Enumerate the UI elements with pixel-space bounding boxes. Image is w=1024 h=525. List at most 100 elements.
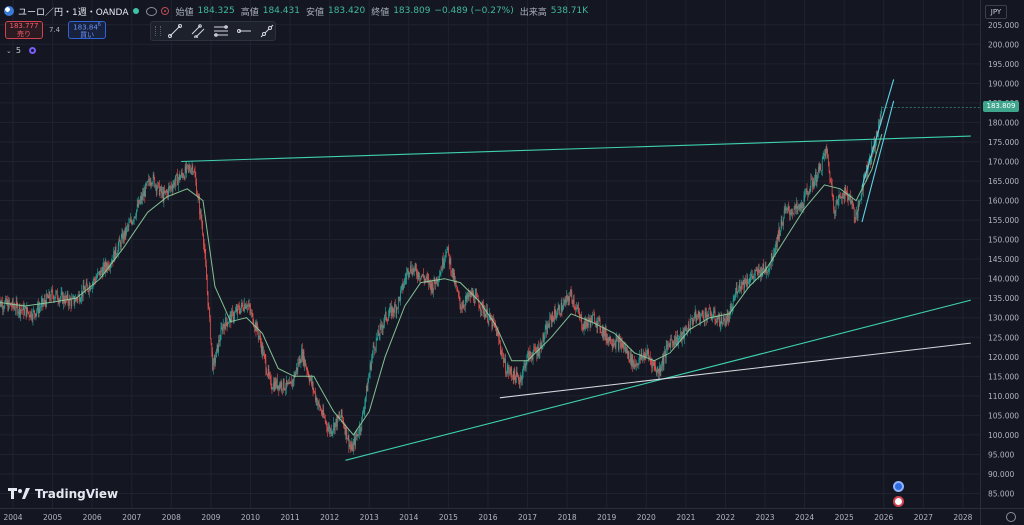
candle-body xyxy=(741,281,743,285)
trend-line-icon[interactable] xyxy=(167,23,184,39)
candle-body xyxy=(334,423,335,431)
candle-body xyxy=(468,295,470,298)
candle-body xyxy=(288,383,290,384)
candle-body xyxy=(750,277,752,279)
earnings-marker-icon[interactable] xyxy=(893,496,904,507)
horizontal-ray-icon[interactable] xyxy=(235,23,252,39)
eye-icon[interactable] xyxy=(146,6,158,16)
indicator-settings-icon[interactable] xyxy=(28,47,36,54)
candle-body xyxy=(173,181,175,186)
high-label: 高値 xyxy=(240,7,259,18)
candle-body xyxy=(107,263,108,270)
drag-handle[interactable] xyxy=(155,26,161,36)
candle-body xyxy=(25,306,27,317)
candle-body xyxy=(475,293,477,295)
candle-body xyxy=(331,432,333,434)
candle-body xyxy=(182,174,184,178)
candle-body xyxy=(40,307,41,308)
candle-body xyxy=(662,358,663,367)
x-tick-label: 2026 xyxy=(874,513,893,522)
currency-label[interactable]: JPY xyxy=(985,5,1007,19)
candle-body xyxy=(745,278,746,284)
candle-body xyxy=(171,186,172,189)
y-tick-label: 105.000 xyxy=(988,411,1019,420)
tradingview-logo[interactable]: TradingView xyxy=(8,487,118,501)
candle-body xyxy=(132,221,134,225)
candle-body xyxy=(598,317,599,319)
candle-body xyxy=(422,274,424,276)
low-label: 安値 xyxy=(305,7,324,18)
candle-body xyxy=(594,314,596,324)
event-marker-icon[interactable] xyxy=(893,481,904,492)
candle-body xyxy=(404,278,406,280)
candle-body xyxy=(21,309,22,311)
candle-body xyxy=(663,355,665,365)
candle-body xyxy=(343,425,345,428)
candle-body xyxy=(204,248,206,254)
candle-body xyxy=(700,314,702,316)
candle-body xyxy=(801,202,803,208)
candle-body xyxy=(551,315,553,322)
candle-body xyxy=(620,342,622,348)
candle-body xyxy=(628,351,630,360)
candle-body xyxy=(404,279,405,286)
candle-body xyxy=(763,263,764,270)
gear-icon[interactable] xyxy=(1006,512,1016,522)
candle-body xyxy=(17,304,19,314)
chevron-down-icon[interactable]: ⌄ xyxy=(6,46,12,55)
candle-body xyxy=(81,290,83,299)
candle-body xyxy=(290,381,292,384)
candle-body xyxy=(233,317,235,320)
high-value: 184.431 xyxy=(262,6,300,16)
candle-body xyxy=(458,291,459,296)
candle-body xyxy=(342,416,344,420)
candle-body xyxy=(137,203,139,207)
candle-body xyxy=(517,375,519,376)
candle-body xyxy=(768,269,770,270)
parallel-channel-icon[interactable] xyxy=(190,23,207,39)
symbol-title[interactable]: ユーロ／円・1週・OANDA xyxy=(18,7,129,18)
record-icon[interactable] xyxy=(161,7,170,15)
candle-body xyxy=(327,428,329,431)
candle-body xyxy=(193,171,194,173)
candle-body xyxy=(240,308,242,314)
candle-body xyxy=(77,295,79,300)
fib-icon[interactable] xyxy=(212,23,229,39)
change-value: −0.489 (−0.27%) xyxy=(434,6,514,16)
candle-body xyxy=(618,338,620,350)
candle-body xyxy=(53,298,55,300)
candle-body xyxy=(703,319,705,321)
candle-body xyxy=(46,294,47,307)
candle-body xyxy=(201,220,203,226)
y-tick-label: 165.000 xyxy=(988,177,1019,186)
candle-body xyxy=(727,314,729,317)
buy-price: 183.84 xyxy=(73,23,98,32)
candle-body xyxy=(263,352,264,356)
candle-body xyxy=(367,381,369,392)
extended-line-icon[interactable] xyxy=(258,23,275,39)
candle-body xyxy=(553,309,555,322)
buy-button[interactable]: 183.846 買い xyxy=(68,21,107,39)
candle-body xyxy=(228,322,229,324)
candle-body xyxy=(609,336,611,342)
open-value: 184.325 xyxy=(197,6,235,16)
candle-body xyxy=(675,335,676,345)
candle-body xyxy=(823,155,825,157)
indicator-toggle[interactable]: ⌄ 5 xyxy=(6,46,36,55)
candle-body xyxy=(499,342,501,349)
candle-body xyxy=(188,166,190,168)
candle-body xyxy=(133,220,134,222)
sell-button[interactable]: 183.777 売り xyxy=(5,21,43,39)
candle-body xyxy=(370,363,372,370)
candle-body xyxy=(216,348,217,358)
candle-body xyxy=(86,282,88,286)
candle-body xyxy=(270,378,272,389)
candle-body xyxy=(87,285,89,291)
candle-body xyxy=(88,290,89,292)
candle-body xyxy=(225,317,226,330)
x-tick-label: 2009 xyxy=(201,513,220,522)
candle-body xyxy=(326,422,328,428)
candle-body xyxy=(20,309,22,315)
candle-body xyxy=(254,322,256,328)
